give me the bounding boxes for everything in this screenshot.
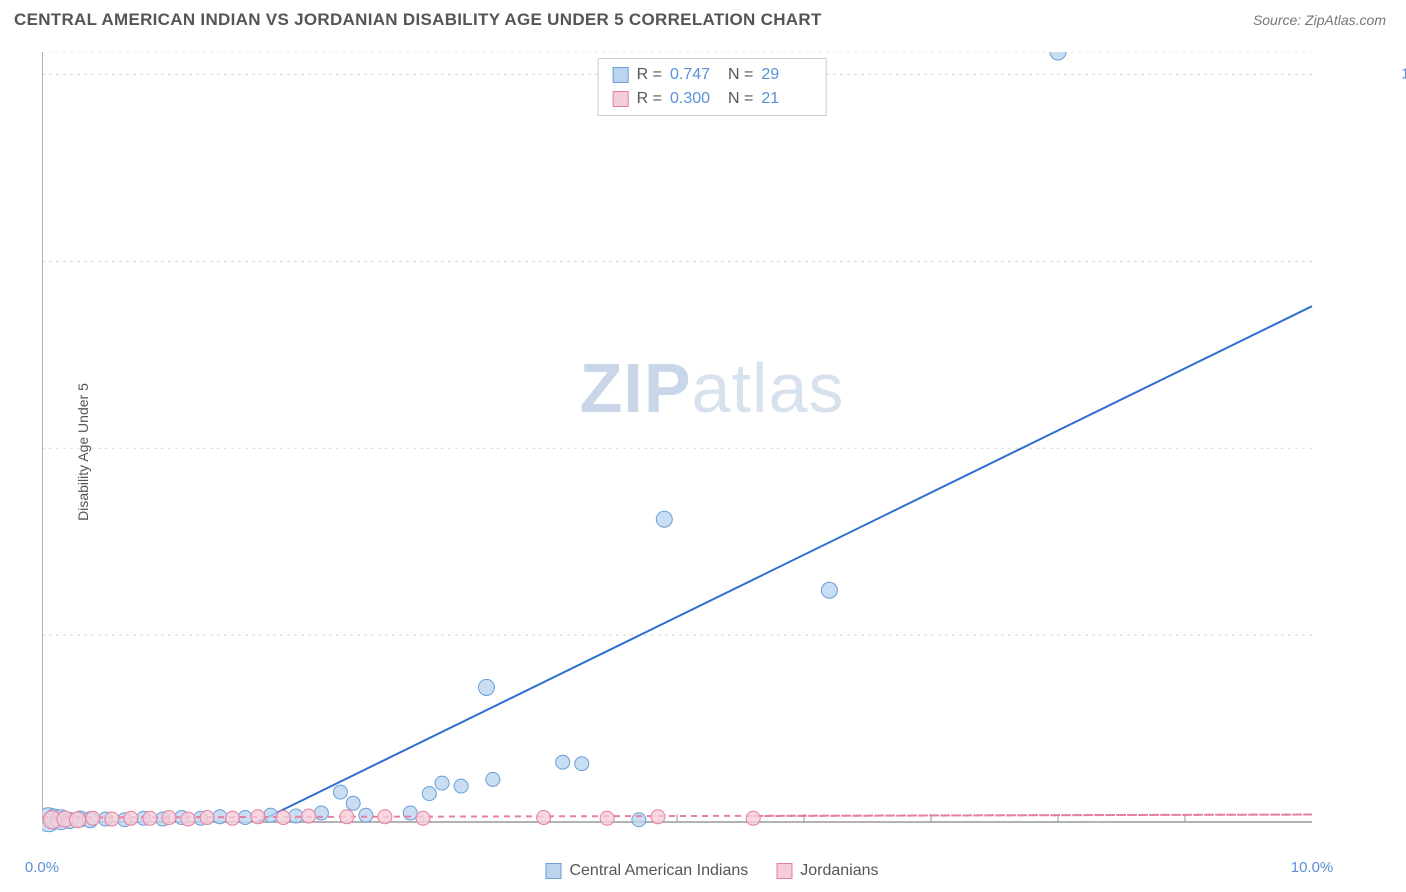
scatter-plot (42, 52, 1382, 852)
legend-swatch-0 (545, 863, 561, 879)
correlation-stats-box: R = 0.747 N = 29 R = 0.300 N = 21 (598, 58, 827, 116)
legend-label-0: Central American Indians (569, 862, 748, 880)
n-value-1: 21 (761, 87, 811, 111)
legend-label-1: Jordanians (800, 862, 878, 880)
x-tick-label: 0.0% (25, 859, 59, 876)
stats-row-1: R = 0.300 N = 21 (613, 87, 812, 111)
n-label-1: N = (728, 87, 753, 111)
title-bar: CENTRAL AMERICAN INDIAN VS JORDANIAN DIS… (0, 0, 1406, 34)
x-tick-label: 10.0% (1291, 859, 1334, 876)
chart-area: Disability Age Under 5 ZIPatlas 25.0%50.… (42, 52, 1382, 852)
bottom-legend: Central American Indians Jordanians (545, 862, 878, 880)
r-label-0: R = (637, 63, 662, 87)
r-value-0: 0.747 (670, 63, 720, 87)
chart-title: CENTRAL AMERICAN INDIAN VS JORDANIAN DIS… (14, 10, 822, 30)
y-tick-label: 100.0% (1401, 66, 1406, 83)
n-value-0: 29 (761, 63, 811, 87)
stats-row-0: R = 0.747 N = 29 (613, 63, 812, 87)
legend-item-1: Jordanians (776, 862, 878, 880)
n-label-0: N = (728, 63, 753, 87)
r-label-1: R = (637, 87, 662, 111)
r-value-1: 0.300 (670, 87, 720, 111)
legend-item-0: Central American Indians (545, 862, 748, 880)
legend-swatch-1 (776, 863, 792, 879)
stats-swatch-0 (613, 67, 629, 83)
source-attribution: Source: ZipAtlas.com (1253, 12, 1386, 28)
stats-swatch-1 (613, 91, 629, 107)
